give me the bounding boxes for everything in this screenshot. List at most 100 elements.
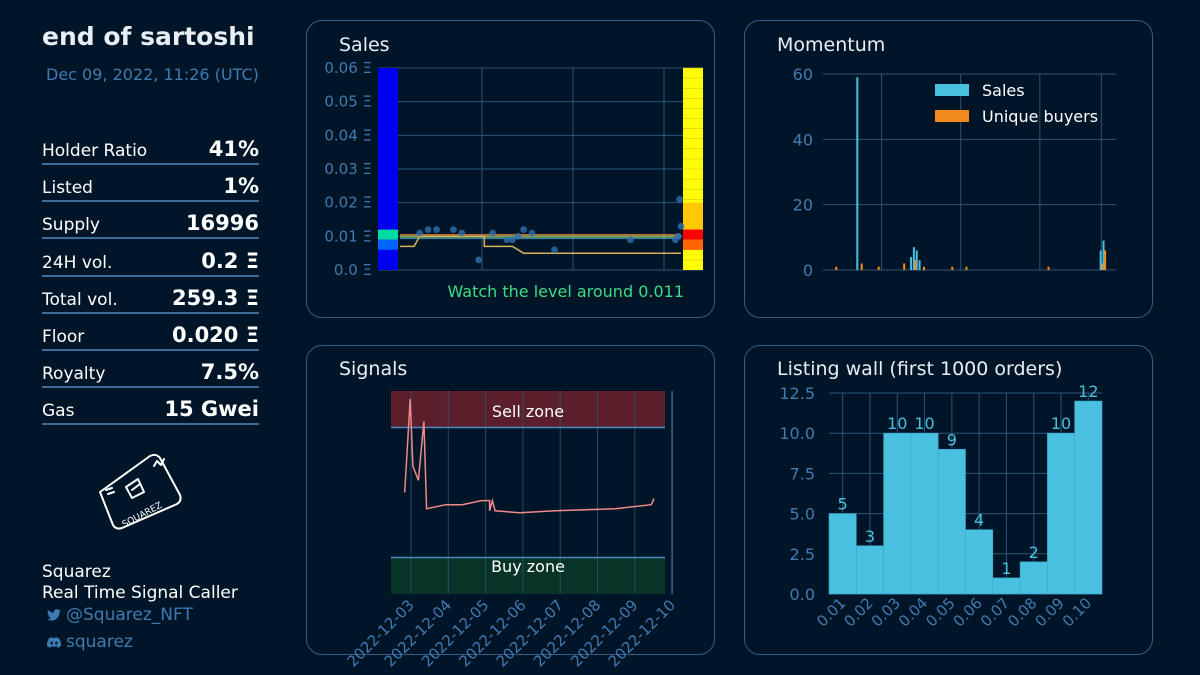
discord-icon (47, 637, 62, 648)
listing-x-tick: 0.03 (868, 594, 904, 630)
listing-bar-label: 10 (887, 414, 907, 433)
listing-y-tick: 0.0 (790, 585, 815, 604)
sales-point (677, 222, 685, 230)
listing-y-tick: 5.0 (790, 505, 815, 524)
stat-row: Gas 15 Gwei (42, 393, 259, 426)
discord-link[interactable]: squarez (47, 632, 133, 652)
listing-wall-title: Listing wall (first 1000 orders) (777, 358, 1063, 380)
sales-point (503, 236, 511, 244)
listing-y-tick: 10.0 (779, 424, 815, 443)
listing-x-tick: 0.08 (1004, 594, 1040, 630)
sales-point (551, 246, 558, 254)
momentum-bar-buyers (903, 263, 906, 270)
stat-value: 259.3 Ξ (171, 285, 259, 310)
momentum-bar-sales (912, 247, 915, 270)
momentum-bar-buyers (1047, 266, 1050, 270)
signals-line (403, 399, 655, 514)
listing-bar (855, 545, 884, 595)
listing-bar-label: 1 (1001, 559, 1011, 578)
stat-label: 24H vol. (42, 252, 113, 273)
twitter-handle: @Squarez_NFT (66, 605, 193, 625)
stat-row: Royalty 7.5% (42, 356, 259, 389)
buy-zone (391, 557, 665, 594)
sales-y-tick: 0.0 Ξ (334, 261, 372, 279)
sales-point (489, 229, 497, 237)
listing-y-tick: 12.5 (779, 384, 815, 403)
brand-tagline: Real Time Signal Caller (42, 583, 238, 603)
sales-y-tick: 0.05 Ξ (324, 93, 372, 111)
momentum-bar-sales (910, 256, 913, 270)
stat-row: Floor 0.020 Ξ (42, 319, 259, 351)
stat-label: Holder Ratio (42, 141, 148, 161)
momentum-bar-sales (856, 77, 859, 271)
sell-zone-label: Sell zone (492, 402, 564, 421)
listing-bar (828, 513, 857, 595)
stat-row: Listed 1% (42, 170, 259, 203)
stat-value: 7.5% (200, 360, 259, 385)
stat-row: Holder Ratio 41% (42, 133, 259, 165)
momentum-bar-buyers (922, 266, 925, 270)
momentum-bar-buyers (835, 266, 838, 270)
sell-zone (391, 391, 665, 428)
listing-bar-label: 5 (838, 495, 848, 514)
listing-x-tick: 0.04 (895, 594, 931, 630)
sales-left-heatband (378, 239, 398, 250)
stat-value: 0.2 Ξ (201, 248, 259, 273)
momentum-bar-sales (918, 260, 921, 270)
momentum-bar-sales (1102, 240, 1105, 270)
stat-value: 1% (223, 174, 259, 199)
stat-label: Floor (42, 327, 85, 347)
listing-bar-label: 10 (1051, 414, 1071, 433)
collection-title: end of sartoshi (42, 22, 255, 51)
timestamp: Dec 09, 2022, 11:26 (UTC) (46, 65, 259, 84)
signals-title: Signals (339, 358, 408, 380)
listing-bar-label: 9 (947, 430, 957, 449)
stat-value: 15 Gwei (164, 397, 259, 422)
listing-bar-label: 12 (1078, 382, 1098, 401)
signals-chart: 2022-12-032022-12-042022-12-052022-12-06… (343, 391, 679, 670)
twitter-icon (47, 609, 61, 621)
sales-right-heatband (683, 239, 703, 250)
sales-point (433, 226, 440, 234)
listing-x-tick: 0.05 (922, 594, 958, 630)
stat-label: Listed (42, 178, 93, 199)
momentum-y-tick: 20 (793, 196, 813, 215)
listing-bar (1074, 400, 1103, 595)
discord-handle: squarez (66, 632, 133, 652)
listing-bar-label: 4 (974, 511, 984, 530)
sales-point (520, 226, 528, 234)
stat-label: Gas (42, 401, 75, 422)
momentum-legend-label: Sales (982, 81, 1025, 100)
squarez-logo: SQUAREZ (99, 453, 182, 530)
sales-annotation: Watch the level around 0.011 (447, 282, 684, 301)
listing-x-tick: 0.07 (977, 594, 1013, 630)
momentum-legend-label: Unique buyers (982, 107, 1098, 126)
momentum-legend-swatch (935, 110, 969, 122)
sales-y-tick: 0.04 Ξ (324, 126, 372, 144)
momentum-bar-buyers (914, 260, 917, 270)
sales-left-heatbar (378, 68, 398, 270)
momentum-bar-buyers (877, 266, 880, 270)
sales-y-tick: 0.03 Ξ (324, 160, 372, 178)
momentum-bar-sales (915, 250, 918, 270)
listing-bar (910, 432, 939, 595)
listing-y-tick: 7.5 (790, 464, 815, 483)
stat-value: 16996 (185, 211, 259, 236)
sales-point (424, 226, 432, 234)
momentum-bar-buyers (860, 263, 863, 270)
sales-point (475, 256, 483, 264)
listing-x-tick: 0.01 (813, 594, 849, 630)
momentum-panel: Momentum (744, 20, 1153, 318)
sales-point (514, 232, 522, 240)
sales-y-tick: 0.06 Ξ (324, 59, 372, 77)
sales-point (627, 236, 634, 244)
stat-value: 0.020 Ξ (171, 323, 259, 347)
twitter-link[interactable]: @Squarez_NFT (47, 605, 193, 625)
momentum-chart: 0 20 40 60 Sales Unique buyers (793, 65, 1116, 280)
sales-right-heatband (683, 202, 703, 230)
sales-floor-line (400, 235, 681, 254)
listing-bar (883, 432, 912, 595)
momentum-bar-buyers (965, 266, 968, 270)
